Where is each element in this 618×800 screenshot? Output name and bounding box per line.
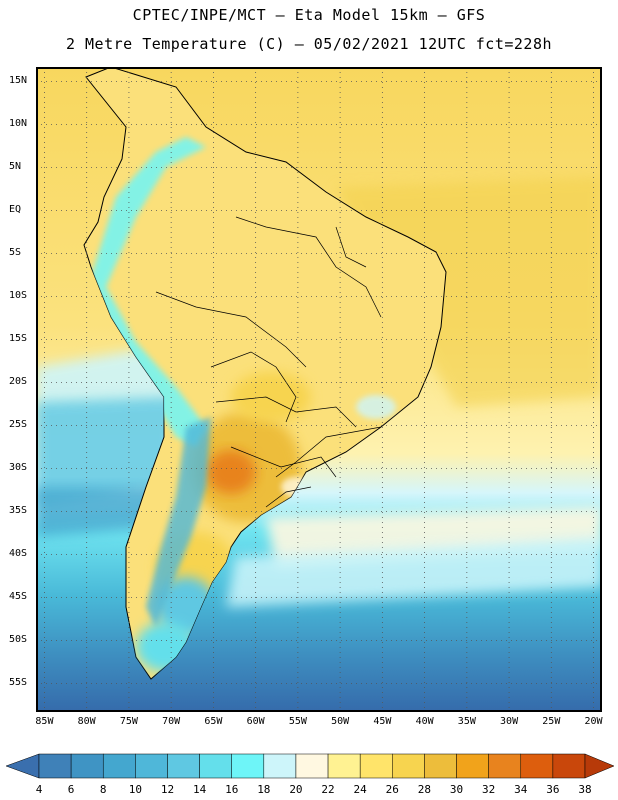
colorbar-swatch	[488, 753, 522, 779]
latitude-label: 25S	[9, 418, 28, 430]
latitude-label: 15N	[9, 74, 28, 86]
colorbar-swatch	[263, 753, 297, 779]
longitude-label: 35W	[457, 716, 476, 727]
latitude-label: 5S	[9, 246, 22, 258]
latitude-label: 45S	[9, 590, 28, 602]
colorbar-tick-label: 38	[578, 783, 592, 796]
latitude-label: 15S	[9, 332, 28, 344]
colorbar-tick-label: 22	[321, 783, 335, 796]
latitude-label: 50S	[9, 633, 28, 645]
latitude-label: 10N	[9, 117, 28, 129]
colorbar-swatch	[520, 753, 554, 779]
colorbar-swatch	[38, 753, 72, 779]
colorbar-tick-label: 12	[160, 783, 175, 796]
colorbar	[5, 753, 615, 779]
colorbar-tick-label: 36	[546, 783, 560, 796]
colorbar-arrow-high	[584, 753, 615, 779]
longitude-label: 55W	[288, 716, 307, 727]
longitude-label: 30W	[500, 716, 519, 727]
chart-title: CPTEC/INPE/MCT – Eta Model 15km – GFS	[132, 6, 486, 24]
colorbar-swatch	[199, 753, 232, 779]
longitude-label: 20W	[584, 716, 603, 727]
colorbar-tick-label: 28	[417, 783, 432, 796]
colorbar-tick-label: 32	[482, 783, 496, 796]
chart-subtitle: 2 Metre Temperature (C) – 05/02/2021 12U…	[65, 35, 553, 53]
colorbar-swatch	[327, 753, 361, 779]
longitude-label: 70W	[162, 716, 181, 727]
colorbar-arrow-low	[5, 753, 40, 779]
colorbar-tick-label: 18	[257, 783, 271, 796]
longitude-label: 50W	[331, 716, 350, 727]
colorbar-swatch	[231, 753, 265, 779]
colorbar-tick-label: 26	[385, 783, 399, 796]
colorbar-swatch	[70, 753, 104, 779]
colorbar-tick-label: 8	[99, 783, 107, 796]
colorbar-swatch	[552, 753, 586, 779]
longitude-label: 25W	[542, 716, 561, 727]
latitude-label: 20S	[9, 375, 28, 387]
colorbar-tick-label: 6	[67, 783, 75, 796]
longitude-label: 80W	[77, 716, 96, 727]
colorbar-swatch	[295, 753, 329, 779]
latitude-label: 55S	[9, 676, 28, 688]
colorbar-tick-label: 34	[514, 783, 528, 796]
colorbar-tick-label: 30	[449, 783, 464, 796]
colorbar-swatch	[456, 753, 489, 779]
longitude-label: 60W	[246, 716, 265, 727]
latitude-label: 5N	[9, 160, 22, 172]
latitude-label: 35S	[9, 504, 28, 516]
latitude-label: 40S	[9, 547, 28, 559]
colorbar-swatch	[102, 753, 136, 779]
longitude-label: 40W	[415, 716, 434, 727]
latitude-label: 30S	[9, 461, 28, 473]
colorbar-tick-label: 24	[353, 783, 367, 796]
colorbar-swatch	[392, 753, 425, 779]
longitude-label: 65W	[204, 716, 223, 727]
longitude-label: 45W	[373, 716, 392, 727]
colorbar-swatch	[135, 753, 168, 779]
colorbar-swatch	[424, 753, 457, 779]
latitude-label: EQ	[9, 203, 22, 215]
colorbar-tick-label: 10	[128, 783, 142, 796]
country-borders	[155, 216, 382, 508]
latitude-label: 10S	[9, 289, 28, 301]
colorbar-tick-label: 4	[35, 783, 43, 796]
colorbar-swatch	[359, 753, 393, 779]
temperature-map	[36, 67, 602, 712]
longitude-label: 85W	[35, 716, 54, 727]
longitude-label: 75W	[119, 716, 138, 727]
colorbar-tick-label: 16	[225, 783, 239, 796]
colorbar-tick-label: 14	[192, 783, 207, 796]
colorbar-tick-label: 20	[289, 783, 303, 796]
colorbar-swatch	[167, 753, 200, 779]
